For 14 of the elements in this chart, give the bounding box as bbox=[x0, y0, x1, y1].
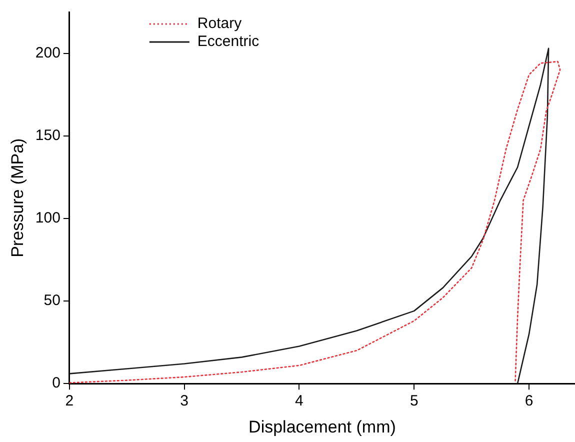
y-tick-label: 50 bbox=[44, 292, 60, 310]
y-tick-label: 100 bbox=[35, 210, 60, 227]
x-tick-label: 3 bbox=[180, 392, 188, 410]
x-tick-label: 2 bbox=[65, 392, 74, 410]
y-tick-label: 150 bbox=[35, 127, 60, 144]
y-tick-label: 200 bbox=[35, 44, 60, 62]
x-axis-title: Displacement (mm) bbox=[248, 417, 396, 436]
y-tick-label: 0 bbox=[52, 374, 60, 392]
x-tick-label: 4 bbox=[295, 392, 304, 410]
x-tick-label: 5 bbox=[410, 392, 418, 410]
legend-label: Rotary bbox=[197, 15, 242, 32]
y-axis-title: Pressure (MPa) bbox=[8, 138, 27, 258]
legend-label: Eccentric bbox=[197, 33, 260, 50]
x-tick-label: 6 bbox=[524, 392, 534, 410]
